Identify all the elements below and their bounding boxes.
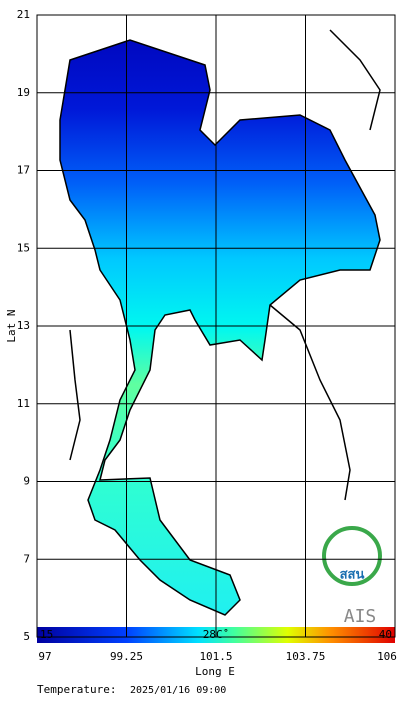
logo-text: สสน bbox=[340, 568, 365, 583]
y-tick-label: 17 bbox=[17, 164, 30, 177]
colorbar-min: 15 bbox=[40, 628, 53, 641]
logo-text: AIS bbox=[344, 606, 377, 627]
y-tick-label: 21 bbox=[17, 8, 30, 21]
y-tick-label: 9 bbox=[23, 475, 30, 488]
colorbar-max: 40 bbox=[379, 628, 392, 641]
footer-label: Temperature: bbox=[37, 683, 116, 696]
timestamp: 2025/01/16 09:00 bbox=[130, 685, 226, 696]
y-axis-label: Lat N bbox=[5, 309, 18, 342]
y-tick-label: 11 bbox=[17, 397, 30, 410]
country-shape bbox=[59, 39, 381, 616]
y-tick-label: 5 bbox=[23, 630, 30, 643]
x-tick-label: 99.25 bbox=[110, 650, 143, 663]
x-tick-label: 101.5 bbox=[199, 650, 232, 663]
logo-ring bbox=[322, 526, 382, 586]
x-tick-label: 106 bbox=[377, 650, 397, 663]
y-tick-label: 7 bbox=[23, 552, 30, 565]
y-tick-label: 19 bbox=[17, 86, 30, 99]
y-tick-label: 15 bbox=[17, 241, 30, 254]
y-tick-label: 13 bbox=[17, 319, 30, 332]
x-tick-label: 103.75 bbox=[286, 650, 326, 663]
x-axis-label: Long E bbox=[195, 665, 235, 678]
x-tick-label: 97 bbox=[38, 650, 51, 663]
